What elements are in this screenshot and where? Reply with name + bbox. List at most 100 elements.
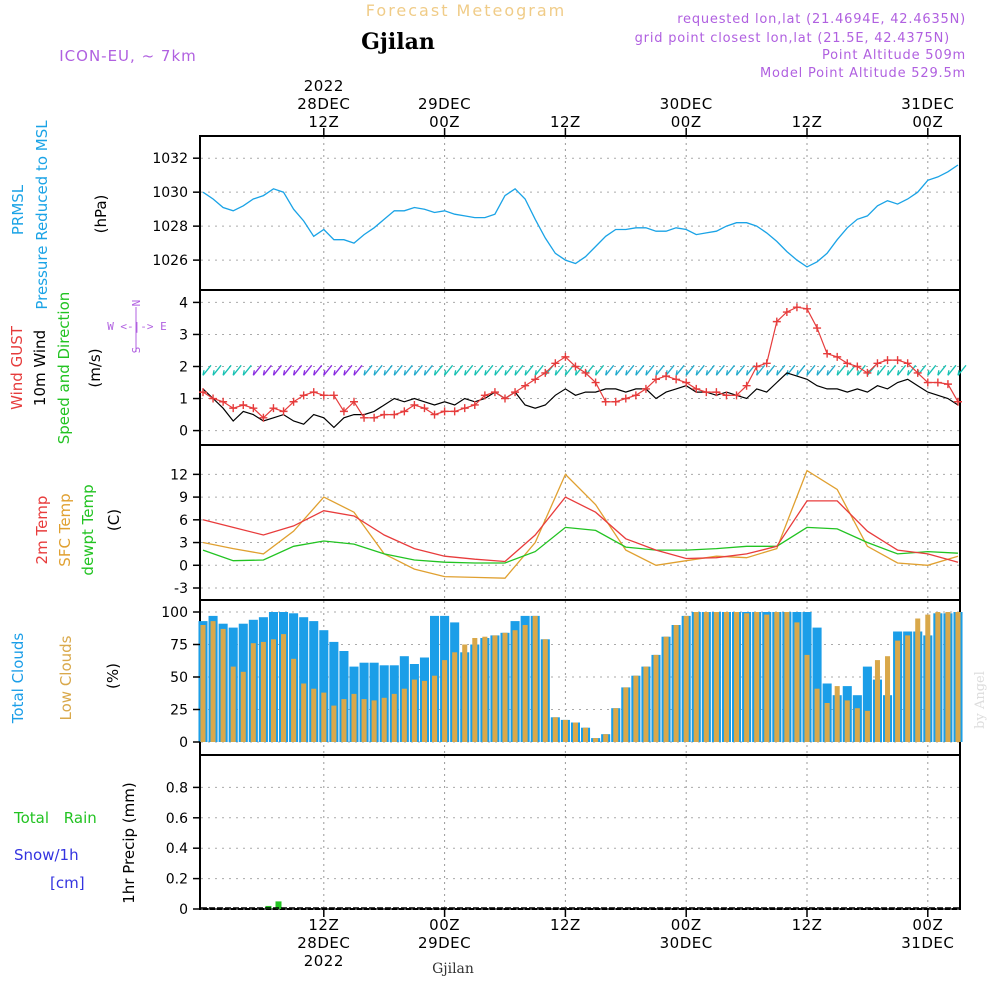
temp2m-label: 2m Temp [33, 496, 51, 565]
wind-direction-arrowhead [594, 370, 598, 376]
wind-direction-arrow [454, 364, 464, 376]
celsius-unit-label: (C) [105, 509, 123, 531]
low-cloud-bar [482, 636, 488, 742]
low-cloud-bar [744, 613, 750, 742]
wind-direction-arrowhead [343, 370, 346, 376]
subtitle: Forecast Meteogram [366, 1, 566, 20]
low-cloud-bar [220, 628, 226, 742]
gust-marker [521, 381, 530, 390]
gust-marker [480, 391, 489, 400]
low-cloud-bar [874, 660, 880, 742]
wind-direction-arrowhead [353, 370, 356, 376]
wind-direction-arrow [403, 364, 413, 376]
gust-marker [209, 394, 218, 403]
temp-ylabels: 2m Temp SFC Temp dewpt Temp (C) [33, 484, 123, 575]
precip-ylabel: 1hr Precip (mm) [120, 782, 138, 903]
location-title: Gjilan [361, 29, 435, 55]
top-time-label: 28DEC [297, 95, 350, 113]
gust-marker [772, 317, 781, 326]
bottom-time-label: 00Z [912, 916, 943, 934]
wind-direction-arrowhead [393, 370, 396, 376]
y-tick-label: 9 [179, 490, 188, 506]
wind-direction-arrow [484, 364, 494, 376]
low-cloud-bar [512, 630, 518, 742]
wind-direction-arrowhead [645, 370, 648, 376]
low-cloud-bar [583, 727, 589, 742]
total-cloud-bar [812, 627, 822, 742]
wind-direction-arrow [856, 364, 866, 376]
top-time-label: 12Z [550, 113, 581, 131]
wind-direction-arrowhead [363, 370, 366, 376]
gust-marker [269, 404, 278, 413]
low-cloud-bar [955, 612, 961, 742]
percent-unit-label: (%) [104, 663, 122, 689]
wind-direction-arrowhead [685, 370, 688, 376]
total-cloud-bar [862, 666, 872, 742]
point-altitude: Point Altitude 509m [822, 48, 966, 63]
y-tick-label: 3 [179, 536, 188, 552]
low-cloud-bar [381, 697, 387, 742]
gust-marker [360, 413, 369, 422]
gust-marker [329, 391, 338, 400]
y-tick-label: 75 [170, 638, 188, 654]
gust-marker [511, 388, 520, 397]
top-time-label: 12Z [792, 113, 823, 131]
gust-marker [289, 397, 298, 406]
low-cloud-bar [935, 612, 941, 742]
wind-direction-arrow [887, 364, 897, 376]
wind-direction-arrow [937, 364, 947, 376]
wind-direction-arrowhead [222, 370, 225, 376]
wind-direction-arrowhead [242, 370, 245, 376]
wind-direction-arrowhead [896, 370, 900, 376]
y-tick-label: 0 [179, 424, 188, 440]
gust-marker [893, 356, 902, 365]
gust-marker [561, 352, 570, 361]
y-tick-label: -3 [174, 581, 188, 597]
y-tick-label: 100 [161, 605, 188, 621]
wind-direction-arrow [293, 364, 303, 376]
wind-direction-arrowhead [806, 370, 809, 376]
pressure-msl-label: Pressure Reduced to MSL [33, 120, 51, 310]
wind-direction-arrow [574, 364, 584, 376]
low-cloud-bar [401, 688, 407, 742]
wind-direction-arrowhead [816, 370, 819, 376]
gust-marker [239, 400, 248, 409]
y-tick-label: 1 [179, 392, 188, 408]
wind-direction-arrow [796, 364, 806, 376]
wind-direction-arrow [685, 364, 695, 376]
low-cloud-bar [764, 614, 770, 742]
low-cloud-bar [442, 660, 448, 742]
wind-direction-arrowhead [524, 370, 527, 376]
wind-direction-arrow [313, 364, 323, 376]
wind-direction-arrow [705, 364, 715, 376]
low-cloud-bar [784, 612, 790, 742]
wind-direction-arrowhead [564, 370, 568, 376]
y-tick-label: 4 [179, 295, 188, 311]
gust-marker [823, 349, 832, 358]
gust-marker [843, 359, 852, 368]
wind-direction-arrow [202, 364, 212, 376]
low-cloud-bar [834, 686, 840, 742]
wind-direction-arrowhead [262, 370, 266, 376]
gust-marker [833, 352, 842, 361]
wind-direction-arrow [876, 364, 886, 376]
low-cloud-bar [462, 644, 468, 742]
total-cloud-bar [309, 621, 319, 742]
low-cloud-bar [452, 652, 458, 742]
gust-marker [803, 304, 811, 313]
gust-marker [883, 356, 892, 365]
wind-direction-arrow [413, 364, 423, 376]
bottom-time-label: 28DEC [297, 934, 350, 952]
wind-direction-arrowhead [735, 370, 739, 376]
low-cloud-bar [643, 666, 649, 742]
low-cloud-bar [361, 699, 367, 742]
gust-marker [631, 391, 640, 400]
gust-marker [692, 384, 701, 393]
bottom-time-label: 2022 [304, 952, 344, 970]
gust-marker [400, 407, 409, 416]
wind-direction-arrow [363, 364, 373, 376]
gust-marker [490, 388, 499, 397]
low-cloud-bar [844, 700, 850, 742]
wind-direction-arrowhead [403, 370, 406, 376]
wind-direction-arrow [927, 364, 937, 376]
